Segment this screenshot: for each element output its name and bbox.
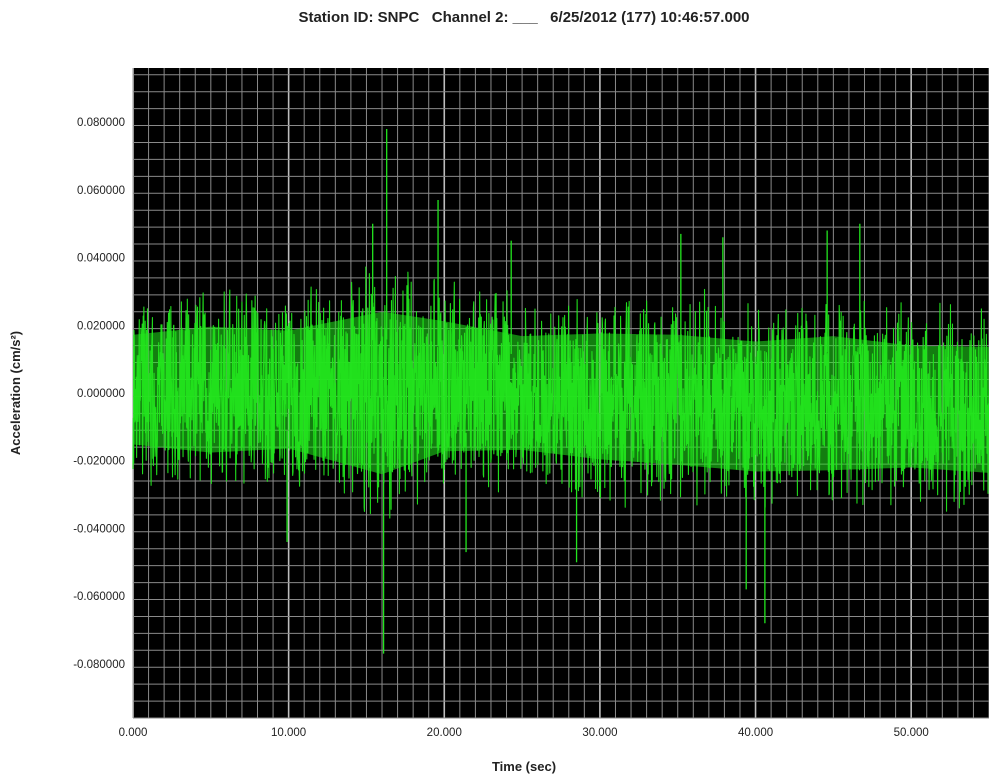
- acceleration-trace-core: [133, 311, 989, 475]
- chart-title: Station ID: SNPC Channel 2: ___ 6/25/201…: [298, 9, 749, 26]
- y-tick-label: -0.060000: [73, 591, 125, 603]
- x-axis-label: Time (sec): [492, 759, 556, 774]
- x-tick-label: 30.000: [582, 727, 617, 739]
- y-axis-label: Acceleration (cm/s²): [8, 331, 23, 455]
- y-tick-label: 0.020000: [77, 320, 125, 332]
- y-tick-label: 0.040000: [77, 253, 125, 265]
- x-axis-ticks: 0.000 10.000 20.000 30.000 40.000 50.000: [119, 727, 929, 739]
- x-tick-label: 50.000: [894, 727, 929, 739]
- peak-spikes: [286, 128, 861, 654]
- x-tick-label: 0.000: [119, 727, 148, 739]
- y-tick-label: -0.040000: [73, 523, 125, 535]
- y-tick-label: 0.060000: [77, 185, 125, 197]
- y-tick-label: -0.020000: [73, 456, 125, 468]
- x-tick-label: 40.000: [738, 727, 773, 739]
- y-tick-label: 0.080000: [77, 117, 125, 129]
- acceleration-trace: [132, 266, 989, 519]
- y-axis-ticks: 0.080000 0.060000 0.040000 0.020000 0.000000…: [73, 117, 125, 671]
- y-tick-label: 0.000000: [77, 388, 125, 400]
- y-tick-label: -0.080000: [73, 659, 125, 671]
- x-tick-label: 10.000: [271, 727, 306, 739]
- x-tick-label: 20.000: [427, 727, 462, 739]
